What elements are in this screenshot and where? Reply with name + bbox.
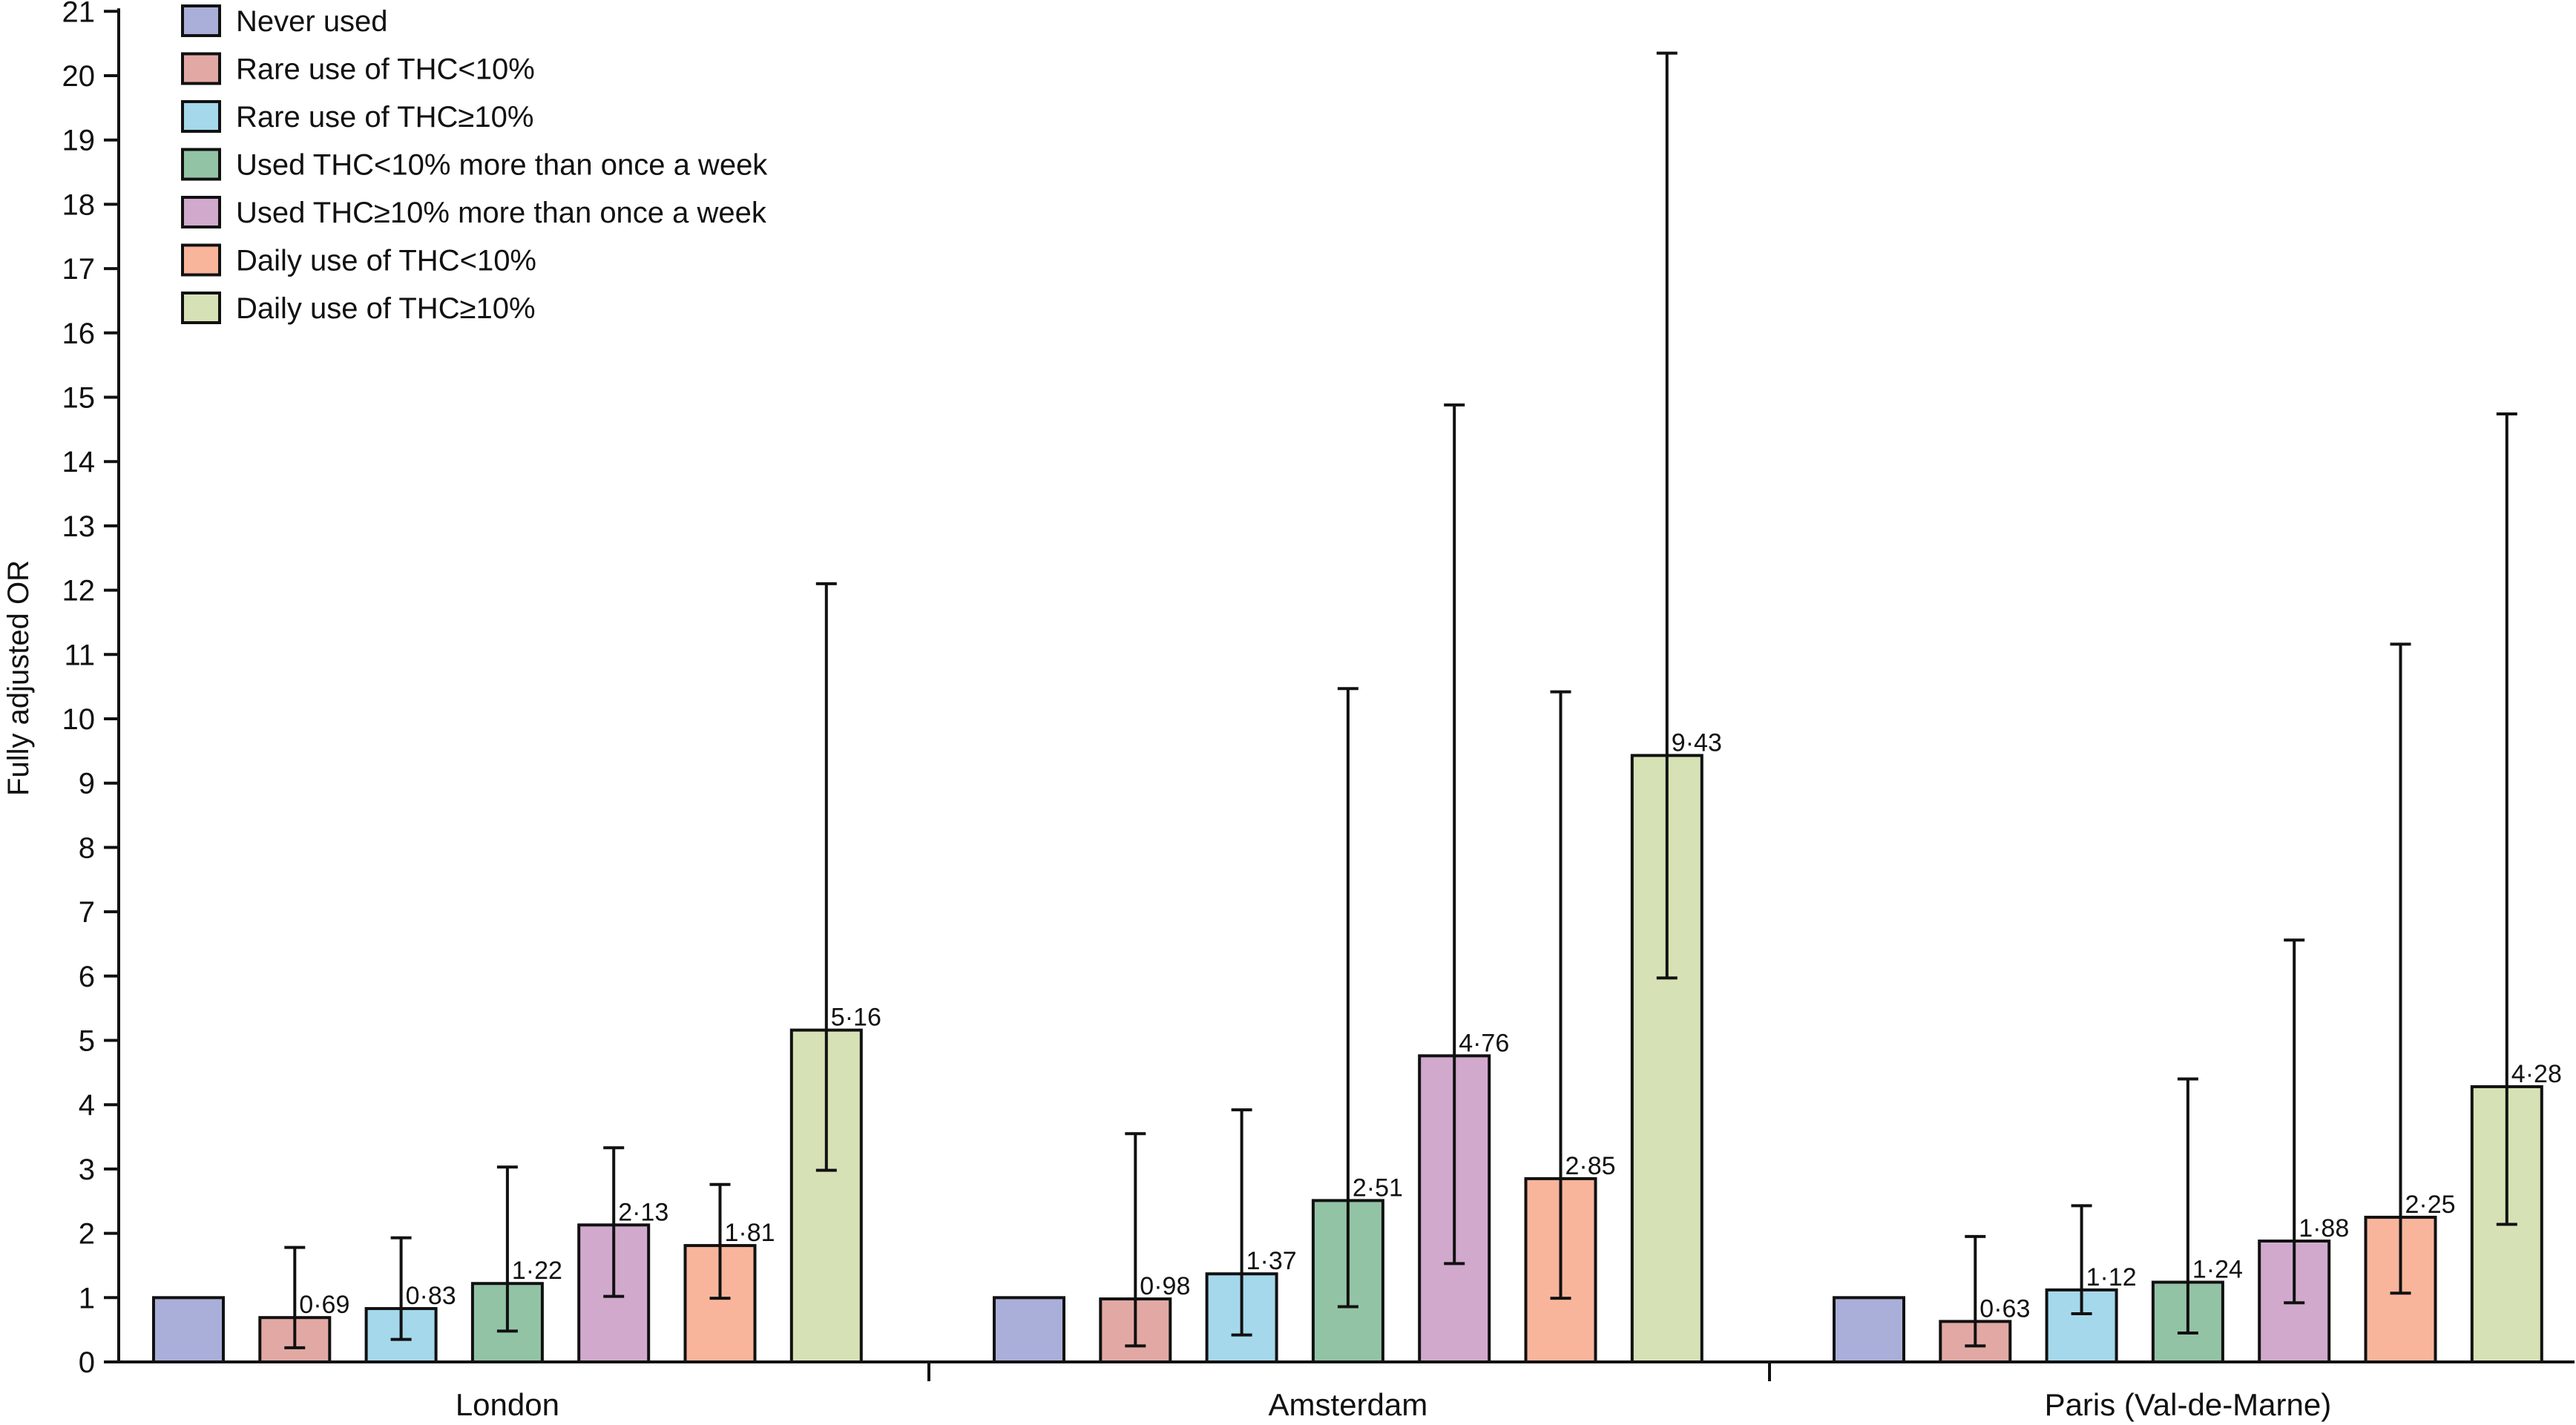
legend-swatch: [181, 292, 221, 324]
data-label: 1·12: [2086, 1263, 2137, 1291]
data-label: 4·76: [1459, 1029, 1509, 1057]
y-tick-label: 6: [79, 961, 95, 993]
y-tick-label: 14: [62, 446, 96, 478]
legend: Never used Rare use of THC<10% Rare use of…: [181, 4, 768, 325]
y-tick-label: 15: [62, 382, 96, 415]
data-label: 0·98: [1140, 1272, 1190, 1300]
legend-swatch: [181, 4, 221, 37]
data-label: 1·24: [2192, 1255, 2243, 1283]
y-tick-label: 3: [79, 1154, 95, 1186]
y-tick-label: 13: [62, 510, 96, 543]
y-tick-label: 9: [79, 768, 95, 800]
legend-swatch: [181, 196, 221, 228]
legend-swatch: [181, 243, 221, 277]
bar: [993, 1296, 1065, 1364]
y-tick-label: 4: [79, 1089, 95, 1122]
legend-label: Used THC≥10% more than once a week: [236, 197, 767, 229]
y-tick-label: 18: [62, 188, 96, 221]
data-label: 0·63: [1979, 1294, 2030, 1323]
data-label: 1·37: [1246, 1247, 1297, 1275]
data-label: 0·83: [406, 1282, 456, 1310]
x-category-label: Amsterdam: [1269, 1387, 1428, 1422]
data-label: 2·13: [618, 1198, 668, 1226]
legend-label: Never used: [236, 5, 388, 38]
data-label: 2·25: [2405, 1191, 2456, 1219]
y-tick-label: 1: [79, 1282, 95, 1314]
x-category-label: Paris (Val-de-Marne): [2045, 1387, 2332, 1422]
data-label: 5·16: [831, 1004, 881, 1032]
bar: [1833, 1296, 1905, 1364]
x-axis: London Amsterdam Paris (Val-de-Marne): [119, 1360, 2575, 1422]
data-label: 1·81: [725, 1219, 775, 1247]
y-tick-label: 21: [62, 0, 96, 28]
y-tick-label: 17: [62, 253, 96, 286]
y-tick-label: 7: [79, 896, 95, 929]
plot-area: 0·69 0·83 1·22 2·13 1·81 5·16 0·98 1·37 2·51 4·76…: [152, 51, 2562, 1364]
legend-label: Daily use of THC<10%: [236, 245, 536, 277]
legend-label: Rare use of THC≥10%: [236, 101, 533, 134]
legend-label: Used THC<10% more than once a week: [236, 149, 768, 182]
y-tick-label: 2: [79, 1218, 95, 1251]
y-tick-label: 19: [62, 125, 96, 157]
y-tick-label: 5: [79, 1025, 95, 1058]
legend-label: Daily use of THC≥10%: [236, 292, 536, 325]
y-tick-label: 0: [79, 1346, 95, 1379]
x-category-label: London: [456, 1387, 559, 1422]
data-label: 9·43: [1672, 728, 1722, 757]
data-label: 2·85: [1565, 1152, 1616, 1180]
bar: [152, 1296, 225, 1364]
y-tick-label: 12: [62, 575, 96, 608]
legend-swatch: [181, 100, 221, 133]
y-axis-title: Fully adjusted OR: [2, 560, 35, 796]
data-label: 0·69: [299, 1291, 349, 1319]
y-tick-label: 10: [62, 703, 96, 736]
y-tick-label: 8: [79, 832, 95, 864]
legend-swatch: [181, 148, 221, 181]
y-tick-label: 11: [64, 639, 95, 671]
data-label: 1·88: [2299, 1214, 2349, 1243]
legend-swatch: [181, 52, 221, 85]
data-label: 2·51: [1353, 1174, 1403, 1202]
legend-label: Rare use of THC<10%: [236, 53, 535, 86]
y-tick-label: 20: [62, 60, 96, 93]
data-label: 1·22: [512, 1257, 562, 1285]
data-label: 4·28: [2511, 1060, 2562, 1088]
y-tick-label: 16: [62, 317, 96, 350]
